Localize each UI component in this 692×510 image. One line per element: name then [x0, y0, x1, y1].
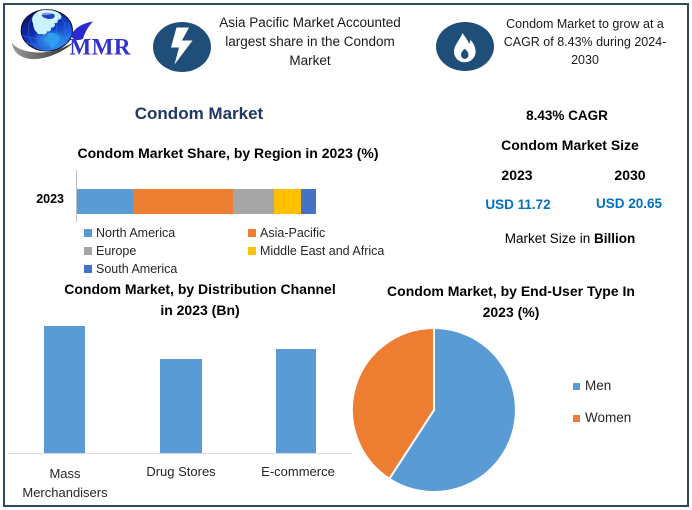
- svg-text:MMR: MMR: [70, 35, 132, 60]
